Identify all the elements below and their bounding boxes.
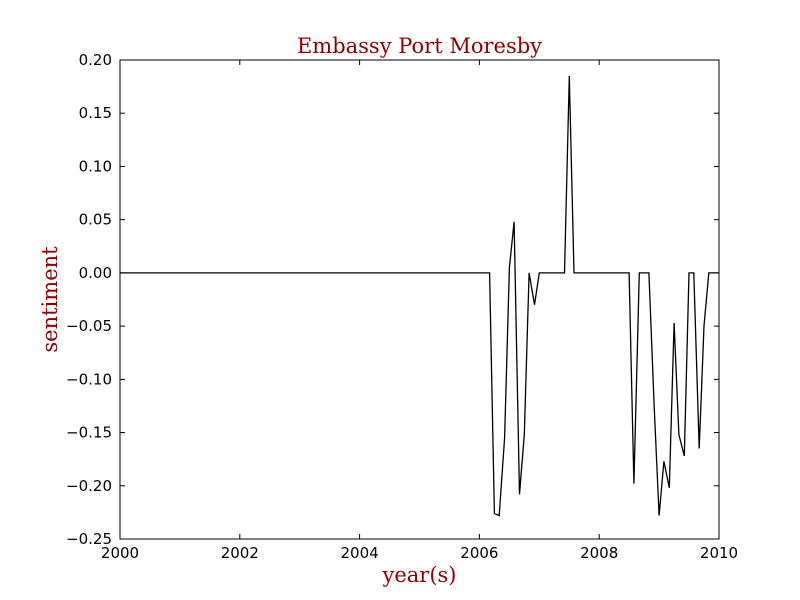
y-tick-label: −0.10 — [66, 370, 112, 388]
y-tick-label: 0.10 — [79, 157, 112, 175]
y-tick-label: −0.15 — [66, 424, 112, 442]
y-axis-label: sentiment — [38, 246, 62, 353]
y-tick-label: 0.05 — [79, 211, 112, 229]
chart-title: Embassy Port Moresby — [297, 34, 542, 58]
plot-content — [120, 75, 719, 517]
y-tick-label: 0.20 — [79, 51, 112, 69]
x-tick-label: 2002 — [221, 544, 259, 562]
y-axis-ticks: 0.20 0.15 0.10 0.05 0.00 −0.05 −0.10 −0.15 −0.20… — [66, 51, 719, 548]
x-tick-label: 2004 — [341, 544, 379, 562]
x-tick-label: 2000 — [101, 544, 139, 562]
x-axis-label: year(s) — [381, 563, 456, 587]
x-axis-ticks: 2000 2002 2004 2006 2008 2010 — [101, 60, 738, 562]
y-tick-label: 0.15 — [79, 104, 112, 122]
y-tick-label: −0.05 — [66, 317, 112, 335]
series-line — [120, 75, 719, 517]
y-tick-label: −0.25 — [66, 530, 112, 548]
x-tick-label: 2008 — [580, 544, 618, 562]
y-tick-label: 0.00 — [79, 264, 112, 282]
x-tick-label: 2006 — [460, 544, 498, 562]
y-tick-label: −0.20 — [66, 477, 112, 495]
plot-frame — [119, 59, 720, 540]
x-tick-label: 2010 — [700, 544, 738, 562]
